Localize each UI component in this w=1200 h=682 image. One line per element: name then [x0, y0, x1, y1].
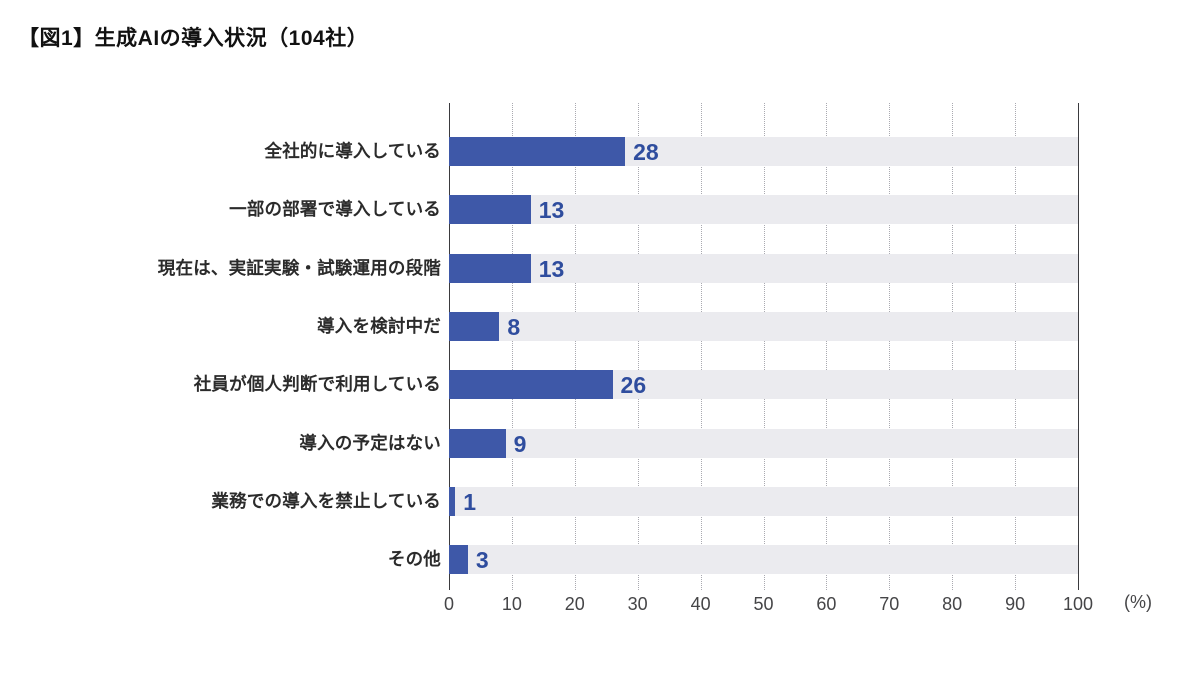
category-label: 現在は、実証実験・試験運用の段階 — [157, 257, 441, 278]
value-label: 26 — [620, 372, 647, 399]
bar — [449, 195, 531, 225]
gridline — [574, 103, 576, 590]
value-label: 9 — [513, 430, 527, 457]
gridline — [763, 103, 765, 590]
value-label: 13 — [538, 197, 565, 224]
bar — [449, 486, 456, 516]
x-tick-label: 0 — [443, 594, 455, 614]
value-label: 3 — [475, 547, 489, 574]
bar-track — [449, 311, 1078, 341]
bar-track — [449, 253, 1078, 283]
value-label: 8 — [507, 313, 521, 340]
category-label: 一部の部署で導入している — [229, 199, 441, 220]
x-tick-label: 30 — [627, 594, 648, 614]
x-tick-label: 50 — [753, 594, 774, 614]
category-label: その他 — [387, 549, 441, 570]
bar — [449, 545, 468, 575]
bar-track — [449, 545, 1078, 575]
gridline — [637, 103, 639, 590]
gridline — [952, 103, 954, 590]
gridline — [511, 103, 513, 590]
value-label: 13 — [538, 255, 565, 282]
gridline-100 — [1078, 103, 1079, 590]
category-label: 社員が個人判断で利用している — [193, 374, 441, 395]
x-tick-label: 90 — [1005, 594, 1026, 614]
x-tick-label: 80 — [942, 594, 963, 614]
gridline — [1015, 103, 1017, 590]
bar — [449, 370, 613, 400]
category-label: 全社的に導入している — [264, 141, 441, 161]
x-tick-label: 100 — [1062, 594, 1094, 614]
y-axis-line — [449, 103, 450, 590]
value-label: 28 — [633, 139, 659, 165]
bar — [449, 428, 506, 458]
gridline — [700, 103, 702, 590]
x-tick-label: 70 — [879, 594, 900, 614]
x-axis-unit-label: (%) — [1124, 592, 1152, 612]
x-tick-label: 60 — [816, 594, 837, 614]
chart-title: 【図1】生成AIの導入状況（104社） — [18, 27, 369, 50]
x-tick-label: 20 — [564, 594, 585, 614]
bar — [449, 253, 531, 283]
bar-track — [449, 428, 1078, 458]
gridline — [826, 103, 828, 590]
category-label: 導入の予定はない — [299, 432, 441, 453]
gridline — [889, 103, 891, 590]
category-label: 導入を検討中だ — [317, 315, 441, 336]
bar — [449, 311, 500, 341]
bar-track — [449, 486, 1078, 516]
category-label: 業務での導入を禁止している — [211, 490, 441, 511]
value-label: 1 — [463, 488, 477, 515]
bar-track — [449, 195, 1078, 225]
x-tick-label: 10 — [501, 594, 522, 614]
bar — [449, 137, 626, 166]
x-tick-label: 40 — [690, 594, 711, 614]
